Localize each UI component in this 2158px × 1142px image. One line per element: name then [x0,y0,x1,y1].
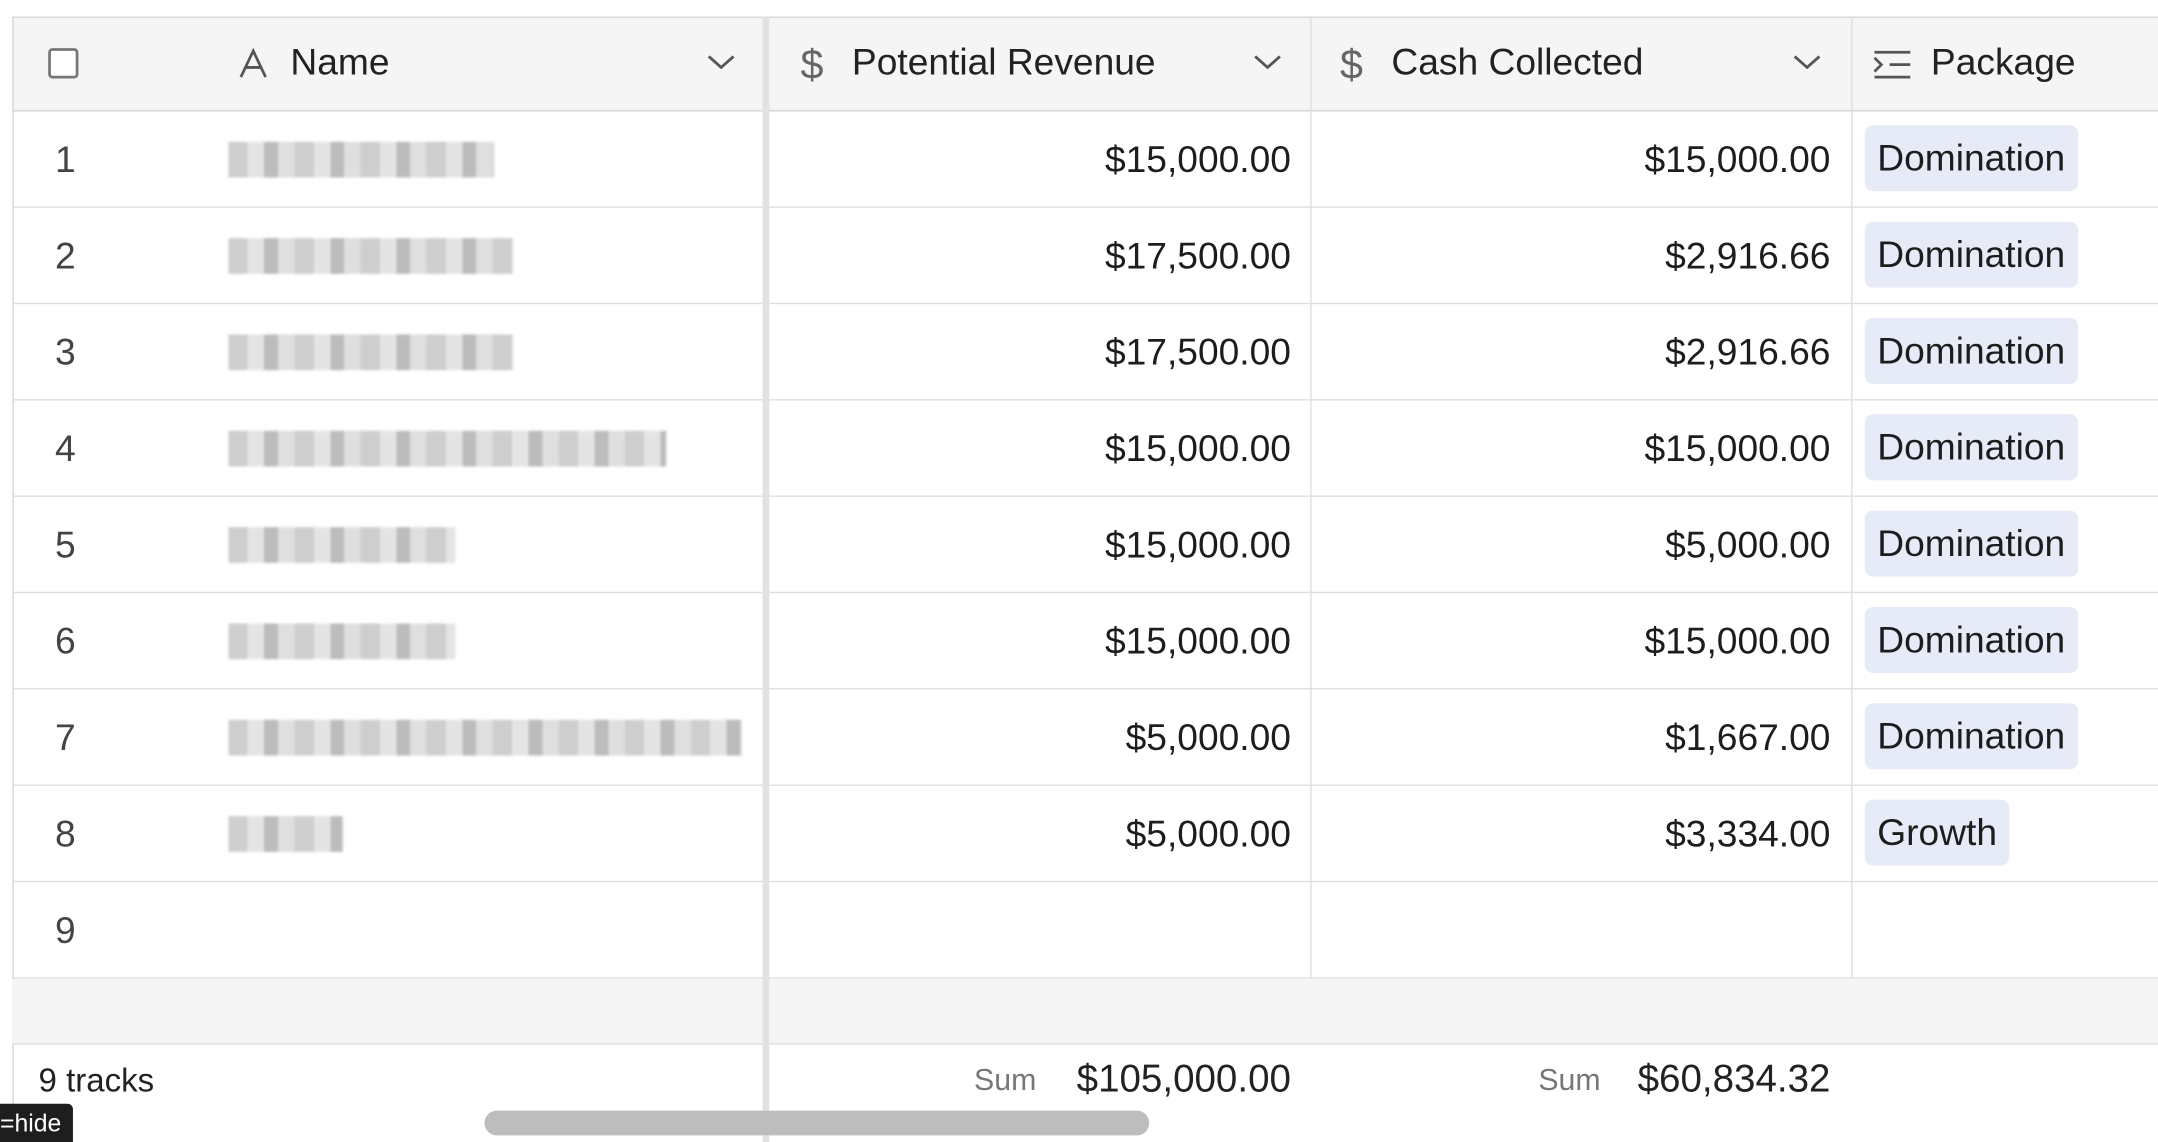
frozen-column-divider [762,16,770,1142]
header-row [12,16,2158,112]
row-number: 5 [55,524,76,566]
column-header[interactable]: Potential Revenue [851,41,1156,83]
record-count: 9 tracks [38,1062,155,1100]
package-tag[interactable]: Domination [1864,703,2078,770]
redacted-name[interactable] [228,719,742,756]
currency-cell[interactable]: $5,000.00 [1125,813,1291,855]
svg-text:$: $ [1340,41,1363,87]
currency-cell[interactable]: $15,000.00 [1104,139,1291,181]
row-number: 7 [55,717,76,759]
currency-icon: $ [801,41,824,87]
currency-cell[interactable]: $2,916.66 [1665,331,1831,373]
currency-cell[interactable]: $3,334.00 [1665,813,1831,855]
currency-cell[interactable]: $15,000.00 [1644,139,1831,181]
row-divider [12,206,2158,208]
left-border [12,16,14,1142]
row-number: 9 [55,909,76,952]
column-header[interactable]: Name [290,41,390,83]
currency-icon: $ [1340,41,1363,87]
package-tag[interactable]: Domination [1864,221,2078,288]
redacted-name[interactable] [228,334,514,371]
column-menu-chevron[interactable] [1792,52,1822,71]
redacted-name[interactable] [228,623,456,660]
column-divider [1310,16,1312,1044]
select-field-icon [1873,50,1911,79]
redacted-name[interactable] [228,430,667,467]
package-tag[interactable]: Growth [1864,799,2010,866]
currency-cell[interactable]: $15,000.00 [1104,524,1291,566]
redacted-name[interactable] [228,527,456,563]
row-divider [12,591,2158,594]
row-number: 3 [55,331,76,373]
text-field-icon [239,47,267,78]
redacted-name[interactable] [228,816,343,852]
horizontal-scrollbar[interactable] [484,1110,1150,1136]
row-number: 1 [55,139,76,181]
package-tag[interactable]: Domination [1864,606,2078,674]
row-divider [12,302,2158,305]
package-tag[interactable]: Domination [1864,510,2078,577]
sum-label: Sum [974,1062,1037,1097]
currency-cell[interactable]: $15,000.00 [1644,428,1831,470]
row-number: 2 [55,235,76,277]
sum-label: Sum [1538,1062,1601,1097]
select-all-checkbox[interactable] [48,48,79,79]
row-number: 8 [55,813,76,855]
currency-cell[interactable]: $17,500.00 [1104,331,1291,373]
column-divider [1851,16,1853,1044]
currency-cell[interactable]: $15,000.00 [1104,620,1291,662]
row-number: 6 [55,620,76,662]
top-band [0,0,2158,17]
currency-cell[interactable]: $5,000.00 [1665,524,1831,566]
currency-cell[interactable]: $17,500.00 [1104,235,1291,277]
currency-cell[interactable]: $15,000.00 [1104,428,1291,470]
currency-cell[interactable]: $5,000.00 [1125,717,1291,759]
row-divider [12,495,2158,497]
row-divider [12,977,2158,979]
redacted-name[interactable] [228,141,495,178]
currency-cell[interactable]: $15,000.00 [1644,620,1831,662]
sum-value: $60,834.32 [1637,1056,1831,1100]
column-header[interactable]: Package [1930,41,2076,83]
add-row-area[interactable] [12,978,2158,1045]
column-menu-chevron[interactable] [1252,52,1282,71]
svg-text:$: $ [801,41,824,87]
row-number: 4 [55,428,76,470]
tooltip: =hide [0,1103,73,1142]
currency-cell[interactable]: $1,667.00 [1665,717,1831,759]
column-menu-chevron[interactable] [706,52,736,71]
column-header[interactable]: Cash Collected [1391,41,1644,83]
redacted-name[interactable] [228,238,514,274]
row-divider [12,399,2158,401]
currency-cell[interactable]: $2,916.66 [1665,235,1831,277]
row-divider [12,688,2158,690]
row-divider [12,880,2158,883]
row-divider [12,784,2158,786]
package-tag[interactable]: Domination [1864,125,2078,192]
sum-value: $105,000.00 [1076,1056,1291,1100]
package-tag[interactable]: Domination [1864,414,2078,481]
package-tag[interactable]: Domination [1864,317,2078,384]
